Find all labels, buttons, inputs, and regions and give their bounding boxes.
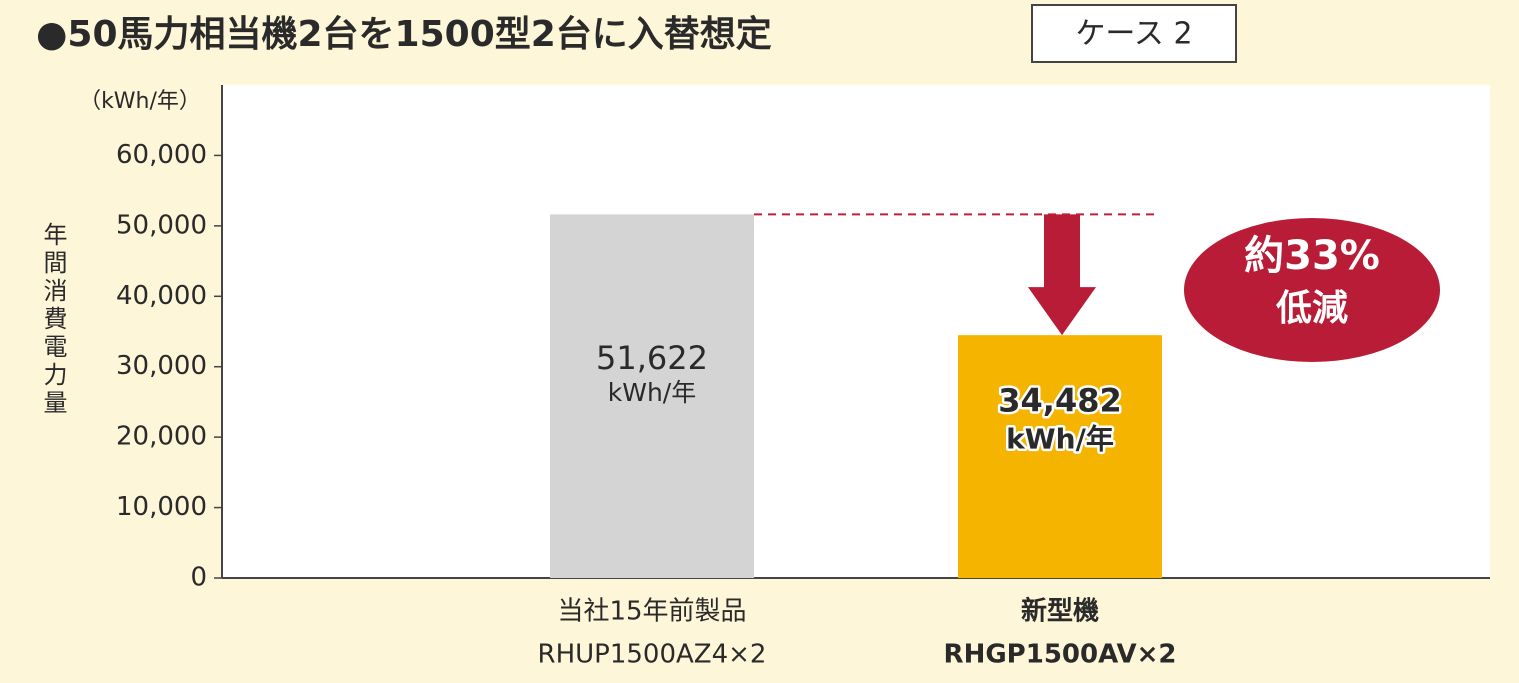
annotation-text: 低減 [1276, 288, 1348, 329]
value-label: 51,622 [596, 339, 708, 377]
bar [958, 335, 1162, 578]
x-tick-label: 当社15年前製品 [557, 597, 746, 627]
bar [550, 214, 754, 578]
y-tick-label: 40,000 [116, 281, 207, 311]
y-tick-label: 30,000 [116, 351, 207, 381]
x-tick-model: RHUP1500AZ4×2 [538, 640, 767, 670]
y-axis-label: 年間消費電力量 [39, 222, 67, 418]
badge: ケース 2 [1075, 17, 1192, 52]
x-tick-label: 新型機 [1021, 596, 1099, 627]
y-tick-label: 0 [190, 563, 207, 593]
y-tick-label: 20,000 [116, 422, 207, 452]
value-label: 34,482 [998, 382, 1121, 420]
unit-label: （kWh/年） [79, 89, 201, 114]
value-unit: kWh/年 [608, 378, 696, 407]
annotation-text: 約33% [1244, 233, 1380, 279]
reduction-arrow [1028, 214, 1096, 336]
annotation-bubble [1184, 218, 1440, 362]
y-tick-label: 50,000 [116, 210, 207, 240]
badge-box [1031, 4, 1237, 63]
value-unit: kWh/年 [1006, 423, 1114, 456]
y-tick-label: 60,000 [116, 140, 207, 170]
y-tick-label: 10,000 [116, 492, 207, 522]
x-tick-model: RHGP1500AV×2 [944, 640, 1177, 670]
chart-title: ●50馬力相当機2台を1500型2台に入替想定 [36, 14, 772, 55]
